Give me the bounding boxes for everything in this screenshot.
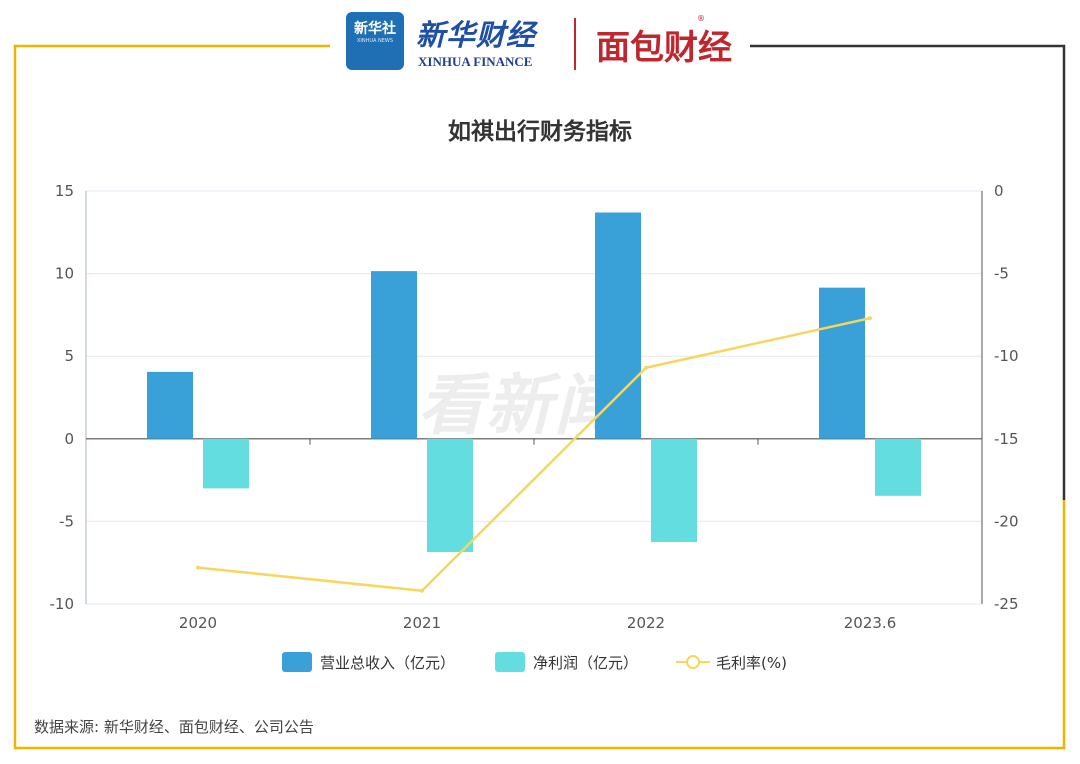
y-left-tick-label: 5: [64, 347, 74, 365]
legend-swatch-revenue: [282, 652, 312, 672]
point-gross-margin: [868, 316, 872, 321]
bar-net-profit: [651, 438, 697, 543]
point-gross-margin: [644, 365, 648, 370]
xinhua-finance-logo-cn: 新华财经: [416, 18, 537, 52]
x-tick-label: 2021: [403, 614, 441, 632]
x-tick-label: 2023.6: [844, 614, 897, 632]
bar-revenue: [371, 271, 417, 439]
mianbao-finance-logo: 面包财经: [596, 28, 732, 68]
bar-net-profit: [427, 438, 473, 552]
y-left-tick-label: -5: [59, 512, 74, 530]
chart-title: 如祺出行财务指标: [448, 119, 632, 145]
registered-mark: ®: [697, 14, 705, 23]
legend-item-revenue[interactable]: 营业总收入（亿元）: [282, 650, 455, 674]
xinhua-finance-logo-en: XINHUA FINANCE: [418, 54, 533, 69]
bar-revenue: [595, 212, 641, 439]
legend-label-revenue: 营业总收入（亿元）: [320, 653, 456, 672]
y-left-tick-label: 10: [55, 265, 74, 283]
y-right-tick-label: -5: [994, 265, 1009, 283]
bar-revenue: [147, 371, 193, 439]
frame-dark-border: [750, 44, 1066, 500]
xinhua-badge-subtext: XINHUA NEWS: [356, 38, 394, 44]
bar-revenue: [819, 287, 865, 439]
logo-divider: [574, 18, 576, 70]
data-source-note: 数据来源: 新华财经、面包财经、公司公告: [34, 718, 314, 736]
legend-item-gross-margin[interactable]: 毛利率(%): [676, 650, 787, 674]
legend-item-net-profit[interactable]: 净利润（亿元）: [495, 650, 638, 674]
point-gross-margin: [420, 588, 424, 593]
point-gross-margin: [196, 565, 200, 570]
x-tick-label: 2022: [627, 614, 665, 632]
y-left-tick-label: 15: [55, 182, 74, 200]
legend-label-net-profit: 净利润（亿元）: [533, 653, 639, 672]
legend-line-gross-margin: [676, 652, 710, 672]
y-right-tick-label: -20: [994, 512, 1019, 530]
watermark: 看新闻: [418, 367, 622, 444]
legend: 营业总收入（亿元） 净利润（亿元） 毛利率(%): [0, 650, 1080, 674]
y-right-tick-label: -10: [994, 347, 1019, 365]
x-tick-label: 2020: [179, 614, 217, 632]
bar-net-profit: [875, 438, 921, 496]
xinhua-badge-text: 新华社: [354, 21, 396, 37]
y-left-tick-label: 0: [64, 430, 74, 448]
y-right-tick-label: 0: [994, 182, 1004, 200]
bar-net-profit: [203, 438, 249, 489]
y-right-tick-label: -25: [994, 595, 1019, 613]
legend-label-gross-margin: 毛利率(%): [716, 653, 787, 672]
line-gross-margin: [197, 316, 871, 593]
y-left-tick-label: -10: [50, 595, 75, 613]
xinhua-news-logo: 新华社 XINHUA NEWS: [346, 12, 404, 70]
legend-swatch-net-profit: [495, 652, 525, 672]
y-right-tick-label: -15: [994, 430, 1019, 448]
frame-gold-border: [13, 44, 1066, 750]
